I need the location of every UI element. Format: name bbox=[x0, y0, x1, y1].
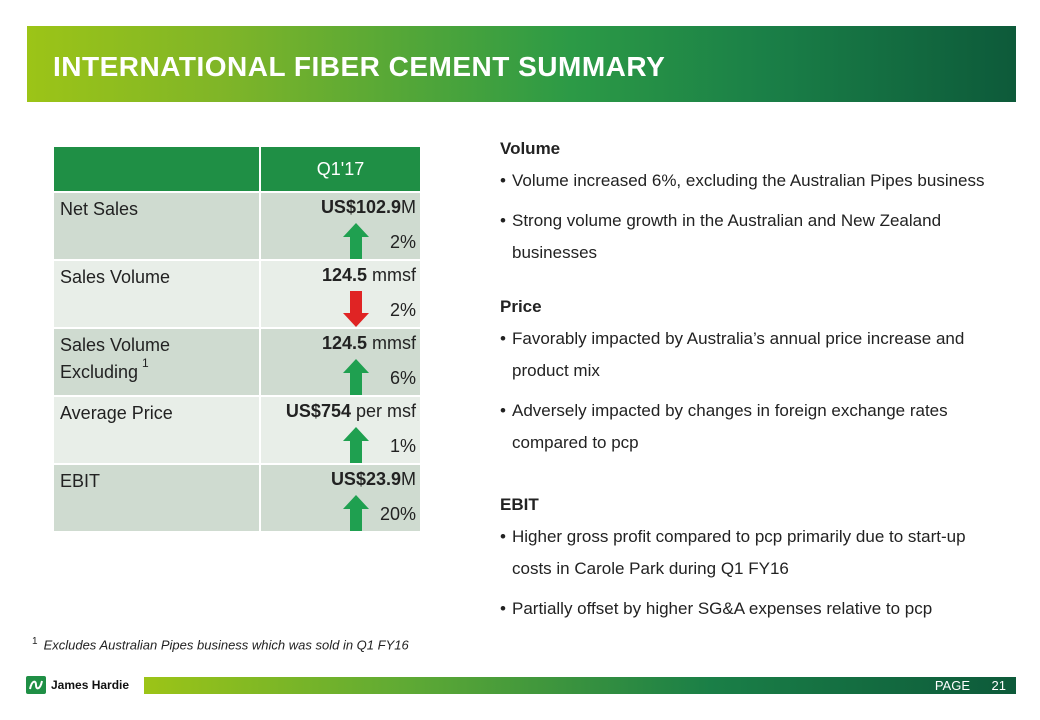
row-value-cell: 124.5 mmsf 6% bbox=[259, 327, 422, 397]
row-label-text: Sales Volume bbox=[60, 335, 171, 355]
arrow-up-icon bbox=[343, 223, 369, 259]
logo-icon bbox=[26, 676, 46, 694]
footnote-ref: 1 bbox=[142, 356, 149, 370]
row-label: Average Price bbox=[52, 395, 261, 465]
row-value: US$102.9 bbox=[320, 197, 401, 217]
row-unit: mmsf bbox=[367, 333, 416, 353]
table-header-corner bbox=[52, 145, 261, 193]
row-value: 124.5 bbox=[321, 265, 367, 285]
section-heading-volume: Volume bbox=[500, 139, 561, 158]
row-unit: M bbox=[401, 469, 416, 489]
row-value: US$754 bbox=[285, 401, 351, 421]
row-value: US$23.9 bbox=[330, 469, 401, 489]
row-label: Net Sales bbox=[52, 191, 261, 261]
row-label-text: EBIT bbox=[60, 471, 101, 491]
row-value-cell: US$754 per msf 1% bbox=[259, 395, 422, 465]
table-row-ebit: EBIT US$23.9M 20% bbox=[52, 463, 422, 533]
summary-table: Q1'17 Net Sales US$102.9M 2% Sales Volum… bbox=[52, 145, 422, 533]
bullet-item: Strong volume growth in the Australian a… bbox=[500, 205, 990, 269]
row-change: 20% bbox=[379, 504, 416, 524]
section-heading-ebit: EBIT bbox=[500, 495, 539, 514]
row-label-text-line2: Excluding bbox=[60, 362, 139, 382]
row-change: 1% bbox=[389, 436, 416, 456]
commentary: Volume Volume increased 6%, excluding th… bbox=[500, 133, 990, 633]
logo-text: James Hardie bbox=[51, 678, 130, 692]
table-row-net-sales: Net Sales US$102.9M 2% bbox=[52, 191, 422, 261]
title-banner: INTERNATIONAL FIBER CEMENT SUMMARY bbox=[27, 26, 1016, 102]
row-unit: mmsf bbox=[367, 265, 416, 285]
row-unit: per msf bbox=[350, 401, 416, 421]
bullet-item: Favorably impacted by Australia’s annual… bbox=[500, 323, 990, 387]
row-value-cell: US$23.9M 20% bbox=[259, 463, 422, 533]
row-label: Sales Volume bbox=[52, 259, 261, 329]
row-value-cell: US$102.9M 2% bbox=[259, 191, 422, 261]
footnote-marker: 1 bbox=[32, 636, 38, 647]
arrow-up-icon bbox=[343, 495, 369, 531]
arrow-up-icon bbox=[343, 359, 369, 395]
footnote: 1 Excludes Australian Pipes business whic… bbox=[32, 636, 409, 652]
company-logo: James Hardie bbox=[26, 675, 129, 695]
period-header: Q1'17 bbox=[259, 145, 422, 193]
row-change: 2% bbox=[389, 232, 416, 252]
footer-bar: PAGE 21 bbox=[144, 677, 1016, 694]
footnote-text: Excludes Australian Pipes business which… bbox=[43, 637, 409, 653]
bullet-item: Partially offset by higher SG&A expenses… bbox=[500, 593, 990, 625]
row-label-text: Sales Volume bbox=[60, 267, 171, 287]
row-label-text: Net Sales bbox=[60, 199, 139, 219]
bullet-item: Adversely impacted by changes in foreign… bbox=[500, 395, 990, 459]
table-row-sales-volume: Sales Volume 124.5 mmsf 2% bbox=[52, 259, 422, 329]
section-heading-price: Price bbox=[500, 297, 542, 316]
table-header-row: Q1'17 bbox=[52, 145, 422, 193]
row-label: EBIT bbox=[52, 463, 261, 533]
row-change: 6% bbox=[389, 368, 416, 388]
table-row-average-price: Average Price US$754 per msf 1% bbox=[52, 395, 422, 465]
row-value-cell: 124.5 mmsf 2% bbox=[259, 259, 422, 329]
row-label: Sales Volume Excluding 1 bbox=[52, 327, 261, 397]
table-row-sales-volume-excluding: Sales Volume Excluding 1 124.5 mmsf 6% bbox=[52, 327, 422, 397]
row-label-text: Average Price bbox=[60, 403, 173, 423]
page-number: 21 bbox=[991, 678, 1006, 693]
bullet-item: Higher gross profit compared to pcp prim… bbox=[500, 521, 990, 585]
row-change: 2% bbox=[389, 300, 416, 320]
bullet-item: Volume increased 6%, excluding the Austr… bbox=[500, 165, 990, 197]
row-unit: M bbox=[401, 197, 416, 217]
arrow-up-icon bbox=[343, 427, 369, 463]
arrow-down-icon bbox=[343, 291, 369, 327]
page-label: PAGE bbox=[934, 678, 970, 693]
row-value: 124.5 bbox=[321, 333, 367, 353]
page-title: INTERNATIONAL FIBER CEMENT SUMMARY bbox=[53, 51, 666, 82]
